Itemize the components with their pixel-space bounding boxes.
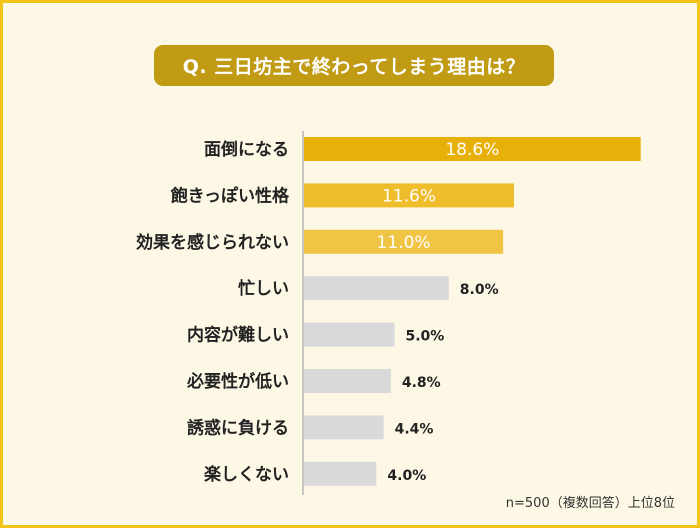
- bar: [304, 137, 641, 161]
- sample-note: n=500（複数回答）上位8位: [505, 496, 675, 511]
- chart-title: Q. 三日坊主で終わってしまう理由は？: [154, 45, 554, 86]
- category-label: 面倒になる: [204, 140, 289, 160]
- category-label: 忙しい: [238, 278, 289, 299]
- bar: [304, 276, 449, 301]
- bar-chart: 面倒になる 18.6% 飽きっぽい性格 11.6% 効果を感じられない 11.0% 忙しい 8…: [136, 131, 641, 495]
- bar: [304, 369, 391, 393]
- bar: [304, 322, 395, 347]
- category-label: 誘惑に負ける: [187, 417, 289, 438]
- bar: [304, 461, 377, 486]
- category-label: 必要性が低い: [186, 371, 289, 392]
- bar: [304, 229, 504, 254]
- category-label: 楽しくない: [204, 464, 289, 485]
- category-label: 効果を感じられない: [136, 232, 289, 253]
- value-label: 4.0%: [387, 468, 426, 484]
- value-label: 4.4%: [395, 421, 434, 437]
- bar: [304, 183, 514, 208]
- value-label: 8.0%: [460, 282, 499, 298]
- bar: [304, 415, 384, 440]
- value-label: 4.8%: [402, 375, 441, 391]
- value-label: 11.0%: [377, 233, 431, 253]
- value-label: 5.0%: [406, 329, 445, 345]
- category-label: 飽きっぽい性格: [170, 185, 290, 206]
- value-label: 11.6%: [382, 186, 436, 206]
- category-label: 内容が難しい: [187, 325, 289, 346]
- value-label: 18.6%: [445, 140, 499, 160]
